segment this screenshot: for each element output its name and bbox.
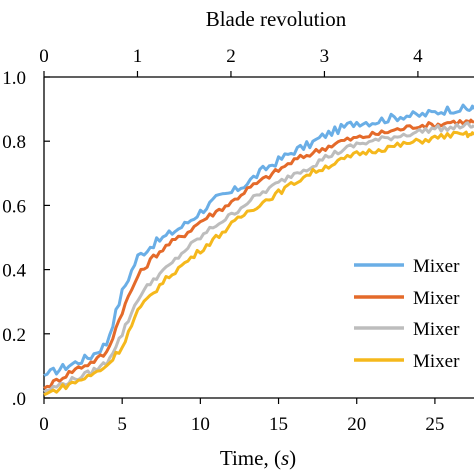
- x-tick-label: 10: [191, 414, 210, 435]
- x-axis-title-unit: s: [281, 446, 289, 470]
- series-line: [43, 121, 474, 393]
- x-tick-label: 25: [425, 414, 444, 435]
- x-tick-label: 0: [39, 414, 49, 435]
- y-tick-label: 0.4: [2, 261, 26, 282]
- legend-label: Mixer: [413, 319, 460, 340]
- top-tick-label: 1: [133, 46, 143, 67]
- top-tick-label: 3: [320, 46, 330, 67]
- x-tick-label: 20: [347, 414, 366, 435]
- y-tick-label: .0: [12, 389, 26, 410]
- x-tick-label: 5: [117, 414, 127, 435]
- y-tick-label: 1.0: [2, 68, 26, 89]
- x-axis-title-suffix: ): [289, 446, 296, 470]
- ticks-layer: 0 5 10 15 20 25 0 1 2 3 4 .0 0.2 0.4 0.6 0.8 1.0: [2, 46, 444, 435]
- plot-frame: [43, 76, 474, 399]
- legend-label: Mixer: [413, 288, 460, 309]
- x-tick-label: 15: [269, 414, 288, 435]
- series-line: [43, 103, 474, 377]
- x-axis-title-prefix: Time, (: [220, 446, 281, 470]
- legend-label: Mixer: [413, 256, 460, 277]
- x-axis-title: Time, (s): [220, 446, 296, 470]
- y-tick-label: 0.2: [2, 325, 26, 346]
- top-tick-label: 0: [39, 46, 49, 67]
- series-layer: [43, 103, 474, 397]
- series-line: [43, 130, 474, 397]
- y-tick-label: 0.8: [2, 132, 26, 153]
- top-axis-title: Blade revolution: [206, 7, 347, 31]
- legend: Mixer Mixer Mixer Mixer: [354, 256, 460, 372]
- y-tick-label: 0.6: [2, 196, 26, 217]
- legend-label: Mixer: [413, 351, 460, 372]
- top-tick-label: 4: [413, 46, 423, 67]
- top-tick-label: 2: [226, 46, 236, 67]
- series-line: [43, 118, 474, 390]
